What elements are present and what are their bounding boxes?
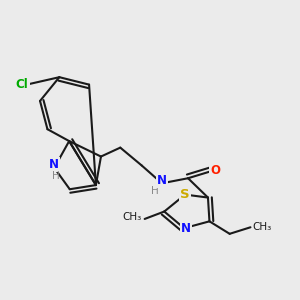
- Text: S: S: [180, 188, 190, 201]
- Text: O: O: [210, 164, 220, 177]
- Text: CH₃: CH₃: [252, 222, 271, 232]
- Text: H: H: [151, 186, 158, 196]
- Text: CH₃: CH₃: [122, 212, 142, 223]
- Text: H: H: [52, 171, 60, 181]
- Text: N: N: [181, 222, 191, 235]
- Text: N: N: [49, 158, 59, 171]
- Text: N: N: [157, 174, 167, 188]
- Text: Cl: Cl: [16, 78, 28, 91]
